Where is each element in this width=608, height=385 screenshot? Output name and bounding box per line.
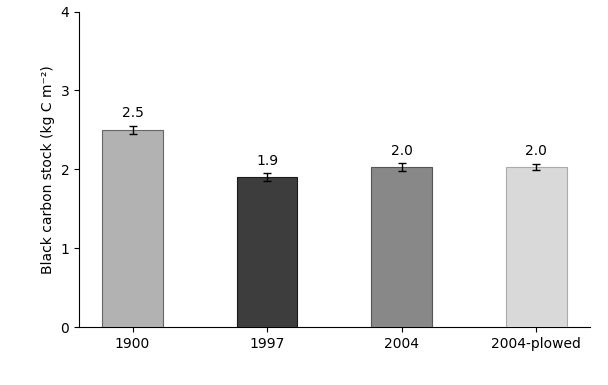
- Bar: [237, 177, 297, 327]
- Text: 2.0: 2.0: [391, 144, 413, 157]
- Y-axis label: Black carbon stock (kg C m⁻²): Black carbon stock (kg C m⁻²): [41, 65, 55, 274]
- Text: 1.9: 1.9: [256, 154, 278, 168]
- Text: 2.5: 2.5: [122, 107, 143, 121]
- Bar: [506, 167, 567, 327]
- Text: 2.0: 2.0: [525, 144, 547, 158]
- Bar: [102, 130, 163, 327]
- Bar: [371, 167, 432, 327]
